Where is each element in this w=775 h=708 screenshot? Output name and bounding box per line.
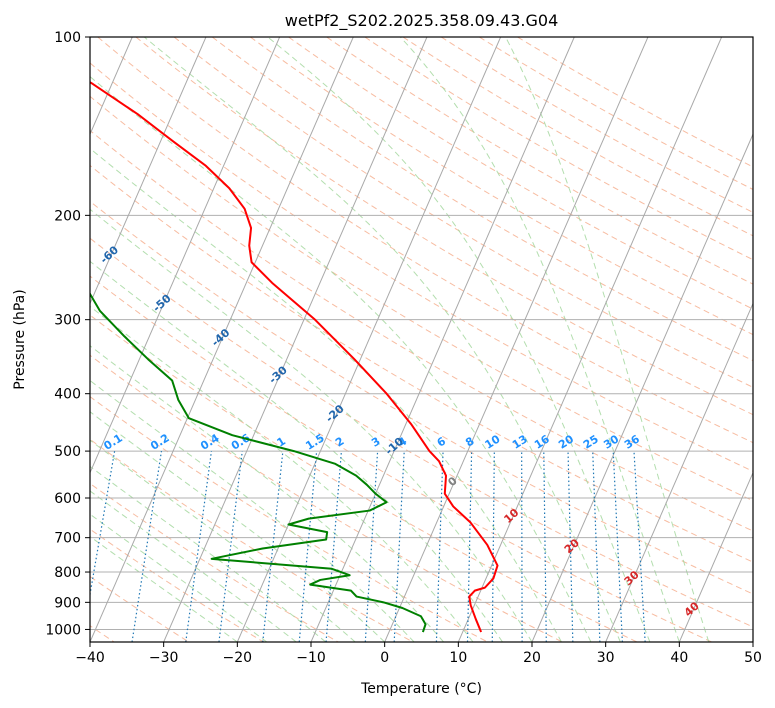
moist-adiabat-line	[90, 305, 474, 642]
y-tick-label: 100	[54, 30, 81, 46]
temperature-profile-line	[90, 81, 499, 633]
y-tick-label: 1000	[45, 622, 81, 638]
isotherm-line	[163, 37, 428, 642]
moist-adiabat-line	[90, 535, 238, 642]
chart-title: wetPf2_S202.2025.358.09.43.G04	[285, 11, 559, 31]
isotherm-line	[678, 471, 753, 642]
dry-adiabat-line	[288, 37, 753, 310]
x-tick-label: −20	[223, 650, 253, 666]
mixing-ratio-line	[218, 451, 243, 642]
y-tick-label: 700	[54, 531, 81, 547]
x-tick-label: 50	[744, 650, 762, 666]
dewpoint-profile-line	[90, 291, 427, 633]
moist-adiabat-line	[267, 37, 651, 642]
moist-adiabat-line	[90, 345, 444, 642]
y-tick-label: 900	[54, 595, 81, 611]
y-tick-label: 200	[54, 208, 81, 224]
isotherm-line	[457, 37, 723, 642]
plot-frame	[89, 36, 754, 643]
x-tick-label: −30	[149, 650, 179, 666]
isotherm-line	[90, 37, 281, 474]
mixing-ratio-line	[90, 451, 116, 598]
y-tick-label: 400	[54, 387, 81, 403]
dry-adiabat-line	[173, 37, 753, 388]
dry-adiabat-line	[90, 438, 414, 642]
isotherm-line	[310, 37, 575, 642]
x-axis-title: Temperature (°C)	[360, 681, 482, 697]
dry-adiabat-line	[402, 37, 753, 237]
moist-adiabat-line	[90, 490, 297, 642]
isotherm-line	[90, 37, 354, 642]
dry-adiabat-line	[97, 37, 753, 444]
moist-adiabat-line	[90, 208, 533, 642]
x-tick-label: −40	[75, 650, 105, 666]
x-tick-label: 40	[670, 650, 688, 666]
y-tick-label: 300	[54, 313, 81, 329]
dry-adiabat-line	[479, 37, 753, 191]
dry-adiabat-line	[90, 275, 712, 642]
moist-adiabat-line	[90, 75, 592, 642]
x-tick-label: 30	[597, 650, 615, 666]
isotherm-line	[384, 37, 649, 642]
dry-adiabat-line	[517, 37, 753, 168]
x-tick-label: 10	[449, 650, 467, 666]
mixing-ratio-line	[185, 451, 213, 642]
dry-adiabat-line	[90, 62, 753, 472]
moist-adiabat-line	[505, 37, 710, 642]
isotherm-line	[605, 302, 753, 642]
y-tick-label: 800	[54, 565, 81, 581]
moist-adiabat-line	[90, 513, 268, 642]
y-tick-label: 600	[54, 491, 81, 507]
x-tick-label: 0	[380, 650, 389, 666]
x-tick-label: 20	[523, 650, 541, 666]
moist-adiabat-line	[90, 439, 356, 642]
x-tick-label: −10	[296, 650, 326, 666]
moist-adiabat-line	[90, 147, 562, 642]
mixing-ratio-line	[131, 451, 163, 642]
dry-adiabat-line	[90, 200, 753, 595]
moist-adiabat-line	[399, 37, 680, 642]
dry-adiabat-line	[90, 354, 563, 642]
y-tick-label: 500	[54, 444, 81, 460]
dry-adiabat-line	[90, 237, 753, 628]
isotherm-line	[531, 132, 753, 642]
y-axis-title: Pressure (hPa)	[12, 289, 28, 389]
isotherm-line	[236, 37, 502, 642]
isotherm-line	[90, 37, 207, 305]
dry-adiabat-line	[211, 37, 753, 362]
dry-adiabat-line	[90, 129, 753, 532]
dry-adiabat-line	[90, 314, 638, 642]
